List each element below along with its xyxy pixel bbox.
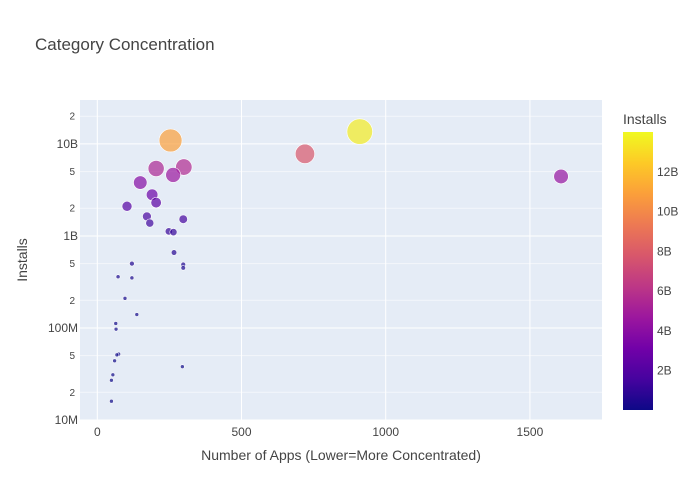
data-point[interactable]: [110, 372, 116, 378]
y-minor-tick-label: 2: [69, 204, 75, 215]
x-tick-label: 1500: [517, 425, 544, 439]
data-point[interactable]: [134, 312, 140, 317]
colorbar-ticks: 2B 4B 6B 8B 10B 12B: [657, 165, 678, 378]
data-point[interactable]: [129, 260, 135, 267]
y-minor-tick-label: 5: [69, 259, 75, 270]
y-minor-tick-label: 5: [69, 167, 75, 178]
y-axis-ticks: 10M 100M 1B 10B 2 5 2 5 2 5 2: [48, 112, 78, 427]
y-minor-tick-label: 5: [69, 351, 75, 362]
data-point[interactable]: [115, 274, 121, 280]
data-point[interactable]: [121, 200, 133, 212]
y-minor-tick-label: 2: [69, 388, 75, 399]
data-point[interactable]: [109, 378, 114, 383]
data-point[interactable]: [180, 364, 185, 369]
x-tick-label: 500: [231, 425, 251, 439]
data-point[interactable]: [109, 398, 114, 404]
x-axis-ticks: 0 500 1000 1500: [94, 425, 544, 439]
colorbar-tick-label: 10B: [657, 205, 678, 219]
data-point[interactable]: [169, 228, 178, 237]
colorbar-tick-label: 8B: [657, 244, 672, 258]
x-axis-title: Number of Apps (Lower=More Concentrated): [201, 447, 481, 463]
chart-title: Category Concentration: [35, 35, 215, 54]
y-tick-label: 1B: [63, 229, 78, 243]
data-point[interactable]: [158, 128, 183, 153]
colorbar-tick-label: 6B: [657, 284, 672, 298]
colorbar: [623, 132, 653, 410]
data-point[interactable]: [129, 275, 135, 281]
data-point[interactable]: [133, 175, 148, 190]
y-minor-tick-label: 2: [69, 296, 75, 307]
y-tick-label: 100M: [48, 321, 78, 335]
data-point[interactable]: [113, 321, 119, 326]
y-axis-title: Installs: [14, 238, 30, 282]
x-tick-label: 1000: [372, 425, 399, 439]
data-point[interactable]: [170, 249, 178, 256]
y-tick-label: 10B: [57, 137, 78, 151]
data-point[interactable]: [145, 218, 155, 228]
y-minor-tick-label: 2: [69, 112, 75, 123]
data-point[interactable]: [180, 265, 186, 271]
data-point[interactable]: [553, 168, 569, 185]
data-point[interactable]: [112, 358, 117, 364]
colorbar-title: Installs: [623, 111, 667, 127]
x-tick-label: 0: [94, 425, 101, 439]
data-point[interactable]: [165, 167, 181, 183]
scatter-points: [109, 118, 569, 404]
data-point[interactable]: [150, 197, 162, 209]
y-tick-label: 10M: [55, 413, 78, 427]
data-point[interactable]: [178, 214, 188, 224]
colorbar-tick-label: 12B: [657, 165, 678, 179]
colorbar-tick-label: 2B: [657, 364, 672, 378]
data-point[interactable]: [346, 118, 373, 145]
colorbar-tick-label: 4B: [657, 324, 672, 338]
data-point[interactable]: [114, 352, 120, 358]
data-point[interactable]: [122, 296, 128, 301]
data-point[interactable]: [113, 326, 119, 332]
plot-area[interactable]: [80, 100, 602, 420]
data-point[interactable]: [147, 160, 165, 177]
data-point[interactable]: [294, 143, 315, 164]
